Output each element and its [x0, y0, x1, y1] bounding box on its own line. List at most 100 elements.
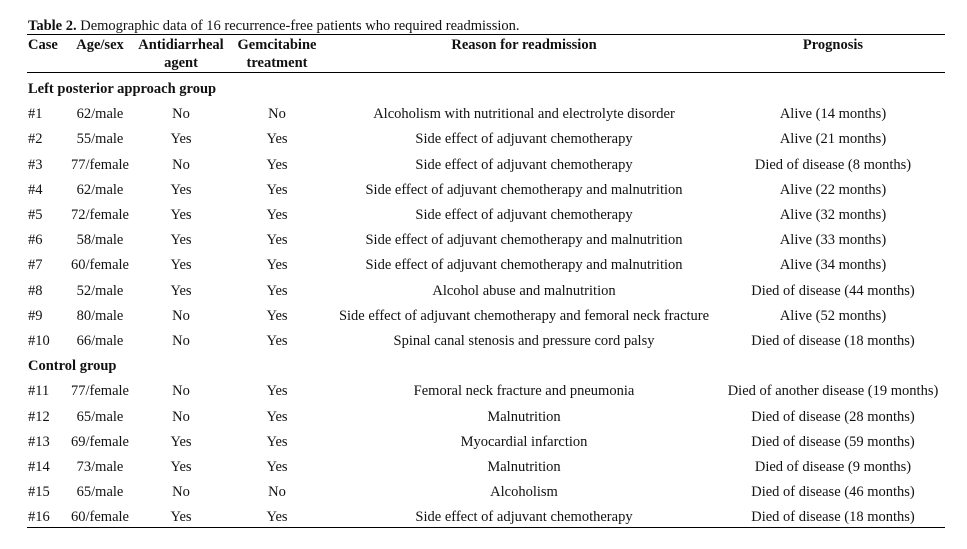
cell-reason: Alcoholism [490, 484, 558, 501]
caption-text: Demographic data of 16 recurrence-free p… [80, 18, 520, 34]
cell-prognosis: Alive (21 months) [779, 131, 887, 148]
header-case: Case [28, 37, 58, 53]
cell-antidiarrheal: Yes [170, 207, 192, 223]
cell-age-sex: 72/female [71, 207, 129, 223]
cell-reason: Spinal canal stenosis and pressure cord … [393, 333, 655, 349]
cell-age-sex: 77/female [71, 383, 129, 400]
group-label: Control group [28, 358, 117, 375]
cell-gemcitabine: Yes [266, 131, 288, 148]
cell-prognosis: Died of disease (28 months) [751, 408, 915, 425]
cell-reason: Myocardial infarction [460, 433, 588, 450]
cell-case: #6 [28, 232, 43, 249]
cell-age-sex: 62/male [76, 181, 124, 198]
cell-antidiarrheal: No [172, 106, 190, 123]
cell-age-sex: 66/male [76, 333, 124, 349]
cell-gemcitabine: Yes [266, 383, 288, 400]
cell-age-sex: 65/male [76, 484, 124, 501]
cell-gemcitabine: Yes [266, 207, 288, 223]
header-antidiarrheal: Antidiarrheal agent [138, 37, 224, 71]
cell-case: #1 [28, 106, 43, 123]
cell-reason: Side effect of adjuvant chemotherapy and… [338, 307, 710, 324]
cell-age-sex: 80/male [76, 307, 124, 324]
cell-age-sex: 60/female [71, 257, 129, 274]
header-prognosis: Prognosis [802, 37, 864, 53]
cell-prognosis: Died of disease (18 months) [751, 333, 915, 349]
cell-age-sex: 69/female [71, 433, 129, 450]
header-age-sex: Age/sex [76, 37, 124, 53]
cell-prognosis: Died of disease (44 months) [751, 282, 915, 299]
cell-age-sex: 60/female [71, 509, 129, 526]
cell-antidiarrheal: No [172, 408, 190, 425]
cell-gemcitabine: Yes [266, 433, 288, 450]
cell-age-sex: 62/male [76, 106, 124, 123]
cell-age-sex: 55/male [76, 131, 124, 148]
bottom-rule [27, 527, 945, 528]
cell-antidiarrheal: Yes [170, 459, 192, 475]
cell-antidiarrheal: Yes [170, 509, 192, 526]
cell-gemcitabine: Yes [266, 156, 288, 173]
cell-antidiarrheal: No [172, 307, 190, 324]
cell-case: #15 [28, 484, 50, 501]
cell-gemcitabine: Yes [266, 307, 288, 324]
cell-age-sex: 73/male [76, 459, 124, 475]
cell-age-sex: 77/female [71, 156, 129, 173]
cell-antidiarrheal: Yes [170, 282, 192, 299]
cell-prognosis: Alive (32 months) [779, 207, 887, 223]
cell-reason: Femoral neck fracture and pneumonia [413, 383, 635, 400]
cell-case: #4 [28, 181, 43, 198]
header-reason: Reason for readmission [451, 37, 597, 53]
cell-antidiarrheal: No [172, 383, 190, 400]
cell-reason: Side effect of adjuvant chemotherapy [415, 509, 633, 526]
cell-prognosis: Died of disease (46 months) [751, 484, 915, 501]
cell-reason: Side effect of adjuvant chemotherapy [415, 156, 633, 173]
cell-prognosis: Died of disease (8 months) [754, 156, 912, 173]
cell-case: #5 [28, 207, 43, 223]
cell-case: #2 [28, 131, 43, 148]
cell-case: #13 [28, 433, 50, 450]
cell-reason: Side effect of adjuvant chemotherapy and… [365, 232, 683, 249]
cell-gemcitabine: No [268, 484, 286, 501]
cell-case: #10 [28, 333, 50, 349]
cell-prognosis: Died of another disease (19 months) [727, 383, 939, 400]
table-caption: Table 2. Demographic data of 16 recurren… [28, 17, 520, 35]
cell-case: #7 [28, 257, 43, 274]
cell-antidiarrheal: Yes [170, 433, 192, 450]
cell-case: #11 [28, 383, 50, 400]
top-rule [27, 34, 945, 35]
cell-age-sex: 52/male [76, 282, 124, 299]
cell-case: #16 [28, 509, 50, 526]
cell-antidiarrheal: Yes [170, 181, 192, 198]
cell-case: #3 [28, 156, 43, 173]
caption-label: Table 2. [28, 18, 77, 34]
cell-age-sex: 58/male [76, 232, 124, 249]
cell-gemcitabine: Yes [266, 257, 288, 274]
cell-prognosis: Died of disease (18 months) [751, 509, 915, 526]
cell-gemcitabine: Yes [266, 408, 288, 425]
cell-gemcitabine: Yes [266, 333, 288, 349]
cell-reason: Side effect of adjuvant chemotherapy [415, 131, 633, 148]
cell-prognosis: Alive (52 months) [779, 307, 887, 324]
cell-antidiarrheal: No [172, 156, 190, 173]
cell-prognosis: Alive (22 months) [779, 181, 887, 198]
cell-reason: Malnutrition [487, 408, 561, 425]
cell-prognosis: Alive (34 months) [779, 257, 887, 274]
cell-reason: Side effect of adjuvant chemotherapy [415, 207, 633, 223]
cell-gemcitabine: Yes [266, 509, 288, 526]
cell-antidiarrheal: Yes [170, 232, 192, 249]
cell-antidiarrheal: No [172, 333, 190, 349]
cell-case: #9 [28, 307, 43, 324]
cell-gemcitabine: Yes [266, 282, 288, 299]
cell-case: #14 [28, 459, 50, 475]
cell-reason: Side effect of adjuvant chemotherapy and… [365, 181, 683, 198]
cell-antidiarrheal: Yes [170, 131, 192, 148]
cell-reason: Malnutrition [487, 459, 561, 475]
cell-gemcitabine: Yes [266, 181, 288, 198]
cell-antidiarrheal: Yes [170, 257, 192, 274]
cell-prognosis: Died of disease (9 months) [754, 459, 912, 475]
cell-prognosis: Died of disease (59 months) [751, 433, 915, 450]
cell-prognosis: Alive (33 months) [779, 232, 887, 249]
cell-age-sex: 65/male [76, 408, 124, 425]
cell-antidiarrheal: No [172, 484, 190, 501]
cell-reason: Alcoholism with nutritional and electrol… [373, 106, 675, 123]
cell-prognosis: Alive (14 months) [779, 106, 887, 123]
